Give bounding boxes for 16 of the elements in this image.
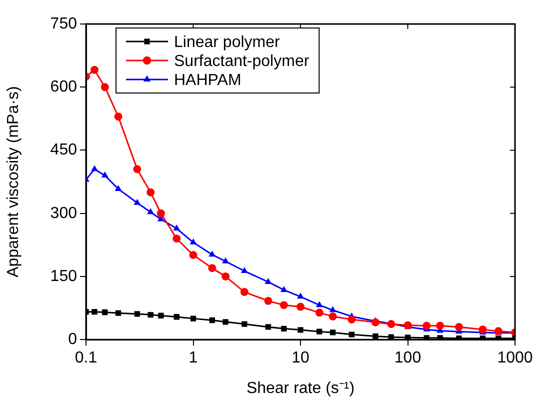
x-tick-label: 1	[188, 350, 198, 367]
legend-label: HAHPAM	[174, 72, 242, 89]
y-tick-label: 150	[50, 268, 78, 285]
y-tick-label: 450	[50, 142, 78, 159]
y-tick-label: 600	[50, 78, 78, 96]
legend-label: Surfactant-polymer	[174, 52, 310, 70]
x-axis-title: Shear rate (s⁻¹)	[246, 380, 355, 397]
x-tick-label: 1000	[497, 350, 533, 367]
legend-label: Linear polymer	[174, 34, 280, 51]
y-tick-label: 300	[50, 204, 78, 222]
x-tick-label: 100	[394, 350, 422, 367]
x-tick-label: 0.1	[74, 350, 98, 367]
x-tick-label: 10	[292, 350, 310, 367]
y-tick-label: 750	[50, 15, 78, 32]
y-tick-label: 0	[68, 331, 78, 348]
y-axis-title: Apparent viscosity (mPa·s)	[5, 86, 22, 278]
